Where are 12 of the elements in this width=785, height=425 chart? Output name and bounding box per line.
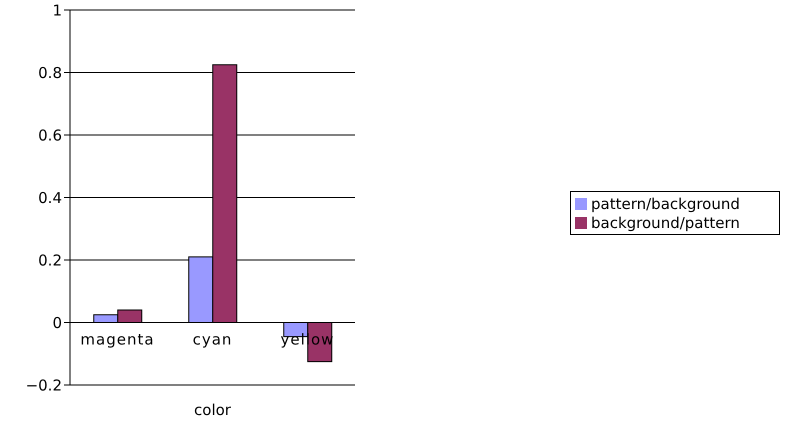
y-tick-label: 0 bbox=[52, 314, 62, 332]
y-tick-label: 0.8 bbox=[38, 64, 62, 82]
y-tick-label: 1 bbox=[52, 1, 62, 20]
legend-label: pattern/background bbox=[591, 194, 740, 212]
y-tick-label: 0.6 bbox=[38, 126, 62, 144]
x-tick-label: cyan bbox=[192, 330, 232, 348]
x-axis-title: color bbox=[194, 401, 232, 419]
x-tick-label: magenta bbox=[80, 330, 155, 348]
y-tick-label: 0.4 bbox=[38, 188, 62, 207]
y-tick-label: 0.2 bbox=[38, 251, 62, 270]
y-tick-label: −0.2 bbox=[26, 376, 62, 394]
legend-label: background/pattern bbox=[591, 214, 740, 232]
